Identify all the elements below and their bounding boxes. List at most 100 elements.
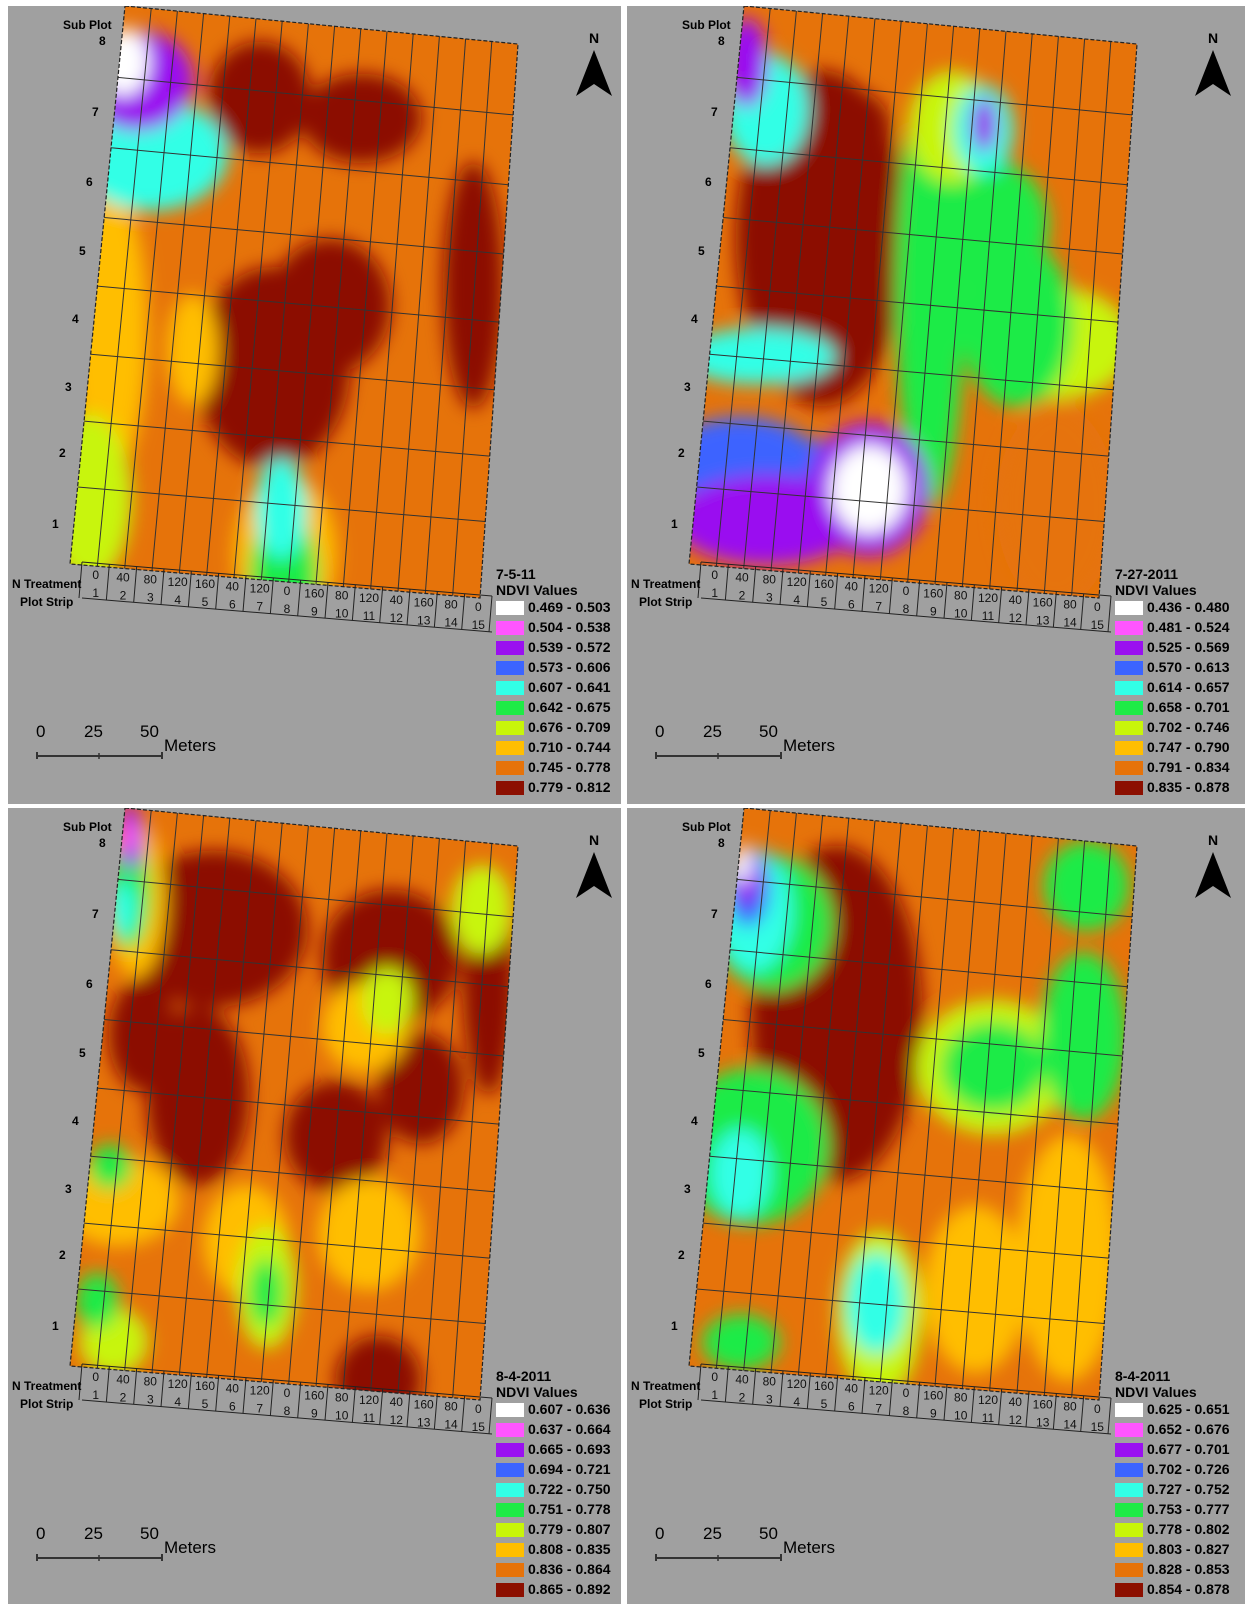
grid-line bbox=[703, 420, 1109, 457]
strip-number: 12 bbox=[390, 1413, 404, 1427]
subplot-number: 6 bbox=[705, 977, 712, 991]
north-label: N bbox=[1208, 30, 1219, 46]
legend-item: 0.854 - 0.878 bbox=[1115, 1580, 1237, 1600]
legend-title: NDVI Values bbox=[496, 1384, 578, 1400]
legend-swatch bbox=[496, 1583, 524, 1597]
subplot-number: 8 bbox=[718, 34, 725, 48]
grid-line bbox=[315, 28, 362, 585]
n-treatment-value: 80 bbox=[144, 1375, 158, 1389]
n-treatment-value: 80 bbox=[335, 589, 349, 603]
grid-line bbox=[1016, 36, 1059, 592]
strip-tick bbox=[1052, 1393, 1057, 1430]
grid-line bbox=[961, 31, 1007, 587]
n-treatment-value: 0 bbox=[475, 600, 482, 614]
n-treatment-value: 160 bbox=[814, 1379, 834, 1393]
grid-line bbox=[696, 1288, 1105, 1325]
strip-number: 4 bbox=[174, 593, 181, 607]
strip-tick bbox=[1107, 595, 1112, 633]
strip-tick bbox=[461, 1395, 466, 1432]
n-treatment-value: 80 bbox=[763, 1375, 777, 1389]
n-treatment-value: 120 bbox=[250, 582, 270, 596]
legend-swatch bbox=[1115, 601, 1143, 615]
legend-item: 0.642 - 0.675 bbox=[496, 698, 618, 718]
legend-swatch bbox=[496, 1403, 524, 1417]
grid-line bbox=[1016, 838, 1059, 1394]
legend-range: 0.778 - 0.802 bbox=[1147, 1521, 1230, 1537]
legend-item: 0.836 - 0.864 bbox=[496, 1560, 618, 1580]
strip-tick bbox=[806, 1373, 811, 1410]
north-label: N bbox=[1208, 832, 1219, 848]
ndvi-field bbox=[70, 808, 518, 1400]
n-treatment-value: 0 bbox=[475, 1402, 482, 1416]
ndvi-map: 0140280312041605406120708160980101201140… bbox=[69, 6, 519, 633]
n-treatment-value: 160 bbox=[923, 1388, 943, 1402]
grid-line bbox=[104, 216, 504, 255]
ndvi-zone bbox=[1016, 1134, 1120, 1382]
grid-line bbox=[1043, 38, 1086, 594]
grid-line bbox=[770, 815, 824, 1373]
strip-number: 1 bbox=[92, 586, 99, 600]
strip-tick bbox=[488, 595, 493, 633]
plot-strip-label: Plot Strip bbox=[20, 1397, 74, 1411]
grid-line bbox=[715, 810, 771, 1369]
legend-swatch bbox=[1115, 701, 1143, 715]
subplot-number: 8 bbox=[718, 836, 725, 850]
grid-line bbox=[852, 823, 902, 1380]
grid-line bbox=[151, 13, 205, 571]
n-treatment-value: 0 bbox=[92, 1370, 99, 1384]
strip-number: 5 bbox=[202, 1397, 209, 1411]
grid-line bbox=[370, 835, 414, 1391]
strip-number: 9 bbox=[311, 604, 318, 618]
ndvi-zone bbox=[255, 458, 307, 560]
ndvi-zone bbox=[70, 414, 132, 583]
grid-line bbox=[117, 878, 514, 918]
legend-item: 0.665 - 0.693 bbox=[496, 1440, 618, 1460]
strip-tick bbox=[943, 582, 948, 619]
legend-items: 0.625 - 0.651 0.652 - 0.676 0.677 - 0.701 0… bbox=[1115, 1400, 1237, 1600]
grid-line bbox=[84, 420, 490, 457]
subplot-number: 5 bbox=[79, 1046, 86, 1060]
strip-number: 12 bbox=[1009, 611, 1023, 625]
n-treatment-value: 80 bbox=[444, 598, 458, 612]
ndvi-map: 0140280312041605406120708160980101201140… bbox=[688, 808, 1138, 1435]
strip-tick bbox=[160, 1370, 165, 1407]
legend-swatch bbox=[1115, 1403, 1143, 1417]
n-treatment-value: 120 bbox=[787, 575, 807, 589]
strip-number: 9 bbox=[311, 1406, 318, 1420]
strip-tick bbox=[998, 586, 1003, 623]
grid-line bbox=[77, 1288, 486, 1325]
strip-number: 13 bbox=[1036, 613, 1050, 627]
strip-number: 12 bbox=[1009, 1413, 1023, 1427]
n-treatment-value: 120 bbox=[250, 1384, 270, 1398]
legend-item: 0.791 - 0.834 bbox=[1115, 758, 1237, 778]
grid-line bbox=[743, 813, 797, 1371]
n-treatment-value: 0 bbox=[92, 568, 99, 582]
legend-range: 0.614 - 0.657 bbox=[1147, 679, 1230, 695]
legend-item: 0.828 - 0.853 bbox=[1115, 1560, 1237, 1580]
strip-number: 11 bbox=[363, 609, 376, 623]
legend-item: 0.614 - 0.657 bbox=[1115, 678, 1237, 698]
strip-tick bbox=[215, 1375, 220, 1412]
strip-number: 4 bbox=[793, 1395, 800, 1409]
n-treatment-label: N Treatment bbox=[12, 577, 82, 591]
strip-number: 5 bbox=[821, 595, 828, 609]
legend-range: 0.573 - 0.606 bbox=[528, 659, 611, 675]
strip-tick bbox=[724, 1366, 729, 1403]
grid-line bbox=[370, 33, 414, 589]
field-boundary bbox=[688, 808, 1138, 1401]
strip-number: 5 bbox=[821, 1397, 828, 1411]
strip-number: 2 bbox=[120, 1390, 127, 1404]
legend-item: 0.570 - 0.613 bbox=[1115, 658, 1237, 678]
sub-plot-label: Sub Plot bbox=[63, 820, 112, 834]
scale-bar-line bbox=[36, 752, 163, 759]
scale-bar-line bbox=[36, 1554, 163, 1561]
strip-tick bbox=[943, 1384, 948, 1421]
legend-swatch bbox=[1115, 1543, 1143, 1557]
grid-line bbox=[104, 1018, 504, 1057]
legend-swatch bbox=[1115, 1443, 1143, 1457]
strip-number: 9 bbox=[930, 1406, 937, 1420]
legend-swatch bbox=[496, 641, 524, 655]
strip-number: 10 bbox=[335, 1409, 349, 1423]
scale-tick-label: 50 bbox=[759, 1524, 778, 1543]
strip-tick bbox=[697, 1363, 702, 1401]
